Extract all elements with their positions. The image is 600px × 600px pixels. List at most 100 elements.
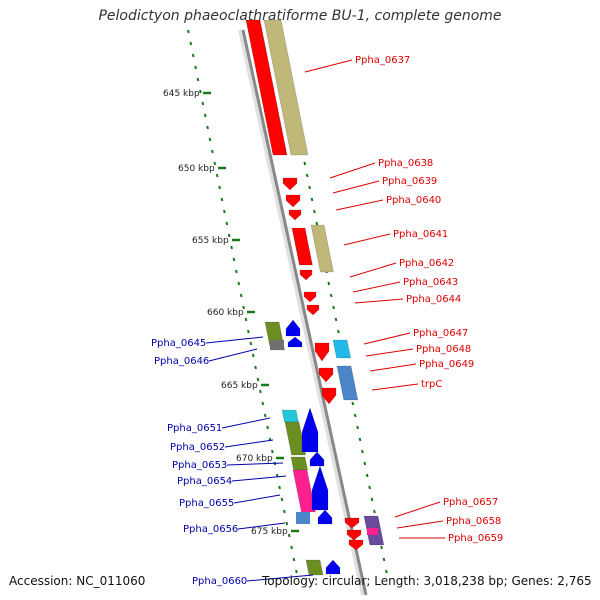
scale-dot-left xyxy=(227,233,231,238)
label-line-ppha-0648 xyxy=(365,348,414,357)
scale-dot-left xyxy=(292,557,296,562)
gene-label-ppha-0642: Ppha_0642 xyxy=(399,258,454,269)
cds-bar-ppha-0660 xyxy=(305,559,324,576)
scale-dot-left xyxy=(244,317,248,322)
scale-dot-right xyxy=(351,401,355,406)
scale-dot-left xyxy=(225,221,229,226)
label-line-ppha-0640 xyxy=(335,199,384,211)
kbp-label: 670 kbp xyxy=(236,454,273,464)
gene-arrow-ppha-0659 xyxy=(348,539,364,551)
scale-dot-left xyxy=(256,377,260,382)
cds-bar-ppha-0641 xyxy=(310,224,334,273)
scale-dot-left xyxy=(194,65,197,70)
gene-arrow-ppha-0657 xyxy=(344,517,360,529)
scale-dot-left xyxy=(232,257,236,262)
gene-arrow-ppha-0655 xyxy=(311,465,329,511)
label-line-ppha-0637 xyxy=(304,59,353,73)
scale-dot-right xyxy=(353,413,357,418)
cds-bar-ppha-0652 xyxy=(284,421,306,456)
scale-dot-left xyxy=(189,41,193,46)
gene-arrow-ppha-0646 xyxy=(287,336,303,348)
kbp-label: 660 kbp xyxy=(207,308,244,318)
scale-dot-left xyxy=(215,173,219,178)
scale-dot-left xyxy=(271,449,274,454)
scale-dot-left xyxy=(266,425,269,430)
scale-dot-right xyxy=(363,461,367,466)
label-line-ppha-0660 xyxy=(246,574,314,582)
scale-dot-left xyxy=(280,497,284,502)
gene-arrow-ppha-0644 xyxy=(306,304,320,316)
scale-dot-right xyxy=(332,305,335,310)
gene-label-ppha-0660: Ppha_0660 xyxy=(192,576,247,587)
scale-dot-left xyxy=(191,53,195,58)
scale-dot-right xyxy=(380,545,383,550)
gene-label-ppha-0644: Ppha_0644 xyxy=(406,294,461,305)
label-line-ppha-0639 xyxy=(332,180,380,194)
kbp-label: 655 kbp xyxy=(192,236,229,246)
scale-dot-right xyxy=(373,509,376,514)
backbone-shadow xyxy=(238,29,365,596)
gene-arrow-ppha-0640 xyxy=(288,209,302,221)
scale-dot-right xyxy=(327,281,331,286)
scale-dot-left xyxy=(218,185,221,190)
gene-label-ppha-0645: Ppha_0645 xyxy=(151,338,206,349)
scale-dot-left xyxy=(230,245,233,250)
gene-bar-ppha-0637 xyxy=(245,19,288,156)
scale-dot-left xyxy=(235,269,238,274)
scale-dot-left xyxy=(206,125,209,130)
scale-dot-right xyxy=(305,173,309,178)
gene-bar-ppha-0648 xyxy=(332,339,351,359)
gene-label-ppha-0638: Ppha_0638 xyxy=(378,158,433,169)
gene-label-ppha-0649: Ppha_0649 xyxy=(419,359,474,370)
scale-dot-left xyxy=(201,101,205,106)
gene-bar-trpc xyxy=(336,365,359,401)
gene-block-ppha-0658 xyxy=(367,528,378,535)
scale-dot-right xyxy=(382,557,386,562)
gene-label-ppha-0655: Ppha_0655 xyxy=(179,498,234,509)
scale-dot-left xyxy=(199,89,202,94)
scale-dot-left xyxy=(249,341,253,346)
scale-dot-right xyxy=(310,197,314,202)
gene-label-ppha-0639: Ppha_0639 xyxy=(382,176,437,187)
label-line-ppha-0647 xyxy=(363,332,411,345)
gene-arrow-ppha-0652 xyxy=(301,407,319,453)
scale-dot-left xyxy=(187,29,190,34)
scale-dot-left xyxy=(261,401,265,406)
label-line-ppha-0654 xyxy=(231,475,287,482)
scale-dot-right xyxy=(365,473,369,478)
gene-label-ppha-0651: Ppha_0651 xyxy=(167,423,222,434)
gene-arrow-ppha-0658 xyxy=(346,529,362,541)
scale-dot-right xyxy=(329,293,333,298)
scale-dot-left xyxy=(223,209,226,214)
scale-dot-left xyxy=(196,77,200,82)
scale-dot-right xyxy=(385,569,388,574)
label-line-ppha-0643 xyxy=(352,281,401,293)
gene-arrow-ppha-0649 xyxy=(318,367,334,383)
label-line-ppha-0644 xyxy=(354,298,404,304)
gene-arrow-ppha-0639 xyxy=(285,194,301,208)
scale-dot-right xyxy=(368,485,371,490)
cds-bar-ppha-0637 xyxy=(263,19,309,156)
scale-dot-left xyxy=(213,161,217,166)
gene-bar-ppha-0641 xyxy=(291,227,313,266)
gene-arrow-ppha-0660 xyxy=(325,559,341,575)
scale-dot-left xyxy=(290,545,293,550)
label-line-ppha-0649 xyxy=(369,363,417,372)
scale-dot-left xyxy=(237,281,241,286)
scale-dot-left xyxy=(220,197,224,202)
scale-dot-right xyxy=(308,185,311,190)
label-line-ppha-0658 xyxy=(396,520,444,529)
gene-label-ppha-0646: Ppha_0646 xyxy=(154,356,209,367)
kbp-label: 645 kbp xyxy=(163,89,200,99)
scale-dot-left xyxy=(254,365,257,370)
scale-dot-right xyxy=(356,425,359,430)
scale-dot-left xyxy=(278,485,281,490)
kbp-label: 650 kbp xyxy=(178,164,215,174)
scale-dot-right xyxy=(303,161,307,166)
label-line-ppha-0653 xyxy=(226,462,284,466)
label-line-ppha-0655 xyxy=(233,494,281,504)
gene-label-ppha-0656: Ppha_0656 xyxy=(183,524,238,535)
scale-dot-left xyxy=(208,137,212,142)
